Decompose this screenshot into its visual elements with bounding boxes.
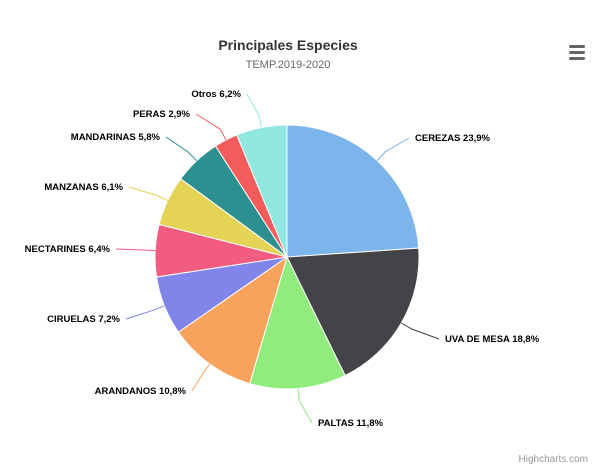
data-label-cerezas: CEREZAS 23,9% (415, 133, 491, 144)
connector-cerezas (376, 137, 410, 161)
pie-slice-otros[interactable] (236, 124, 288, 258)
pie-slice-uva-de-mesa[interactable] (286, 247, 420, 377)
data-label-nectarines: NECTARINES 6,4% (25, 244, 111, 255)
connector-manzanas (128, 186, 168, 202)
chart-subtitle: TEMP.2019-2020 (246, 59, 331, 71)
data-label-mandarinas: MANDARINAS 5,8% (71, 132, 161, 143)
chart-title: Principales Especies (218, 37, 358, 53)
pie-slice-cerezas[interactable] (286, 124, 420, 258)
label-connectors (115, 93, 440, 424)
data-label-paltas: PALTAS 11,8% (318, 418, 383, 429)
pie-slice-paltas[interactable] (249, 255, 346, 390)
connector-nectarines (115, 248, 156, 252)
pie-slices (154, 124, 420, 390)
data-label-manzanas: MANZANAS 6,1% (44, 182, 123, 193)
connector-otros (246, 93, 262, 128)
connector-uva-de-mesa (401, 322, 440, 340)
data-label-otros: Otros 6,2% (191, 89, 241, 100)
data-label-arandanos: ARANDANOS 10,8% (95, 386, 187, 397)
hamburger-menu-icon (569, 45, 585, 60)
data-label-uva-de-mesa: UVA DE MESA 18,8% (445, 334, 540, 345)
data-labels: CEREZAS 23,9% UVA DE MESA 18,8% PALTAS 11,… (25, 89, 540, 429)
data-label-peras: PERAS 2,9% (133, 109, 191, 120)
connector-peras (195, 113, 227, 141)
connector-ciruelas (125, 305, 165, 320)
connector-arandanos (191, 363, 211, 392)
pie-slice-arandanos[interactable] (177, 255, 288, 385)
chart-context-menu-button[interactable] (566, 42, 588, 62)
connector-paltas (297, 388, 313, 424)
connector-mandarinas (165, 136, 197, 162)
data-label-ciruelas: CIRUELAS 7,2% (47, 314, 120, 325)
credits-link[interactable]: Highcharts.com (519, 454, 588, 465)
